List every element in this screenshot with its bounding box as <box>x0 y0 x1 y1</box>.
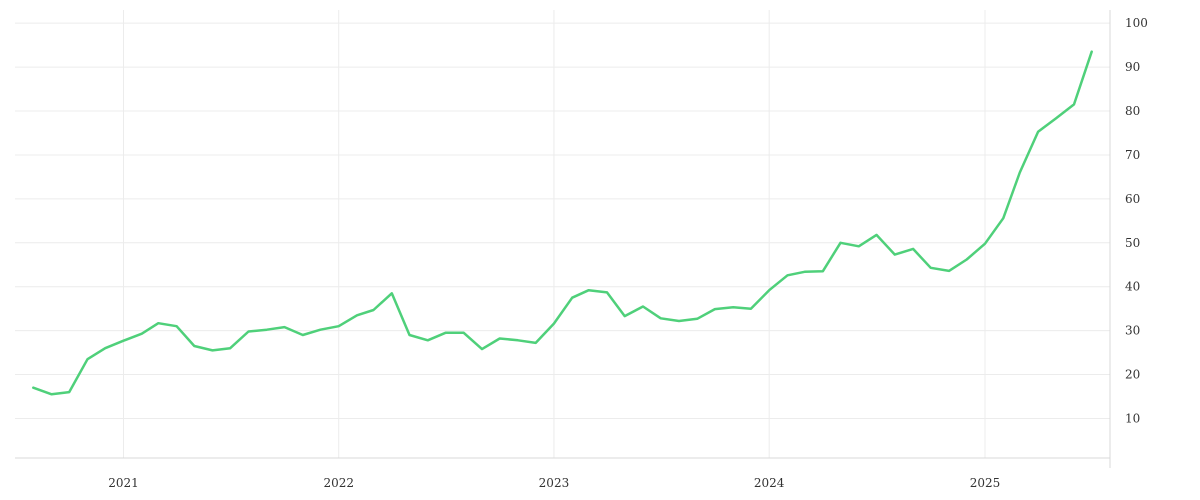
y-tick-label: 60 <box>1125 192 1140 206</box>
x-gridlines <box>122 10 986 458</box>
y-tick-label: 70 <box>1125 148 1140 162</box>
axes <box>15 10 1111 468</box>
series-line <box>32 50 1093 396</box>
y-tick-labels: 10 20 30 40 50 60 70 80 90 100 <box>1125 16 1148 425</box>
y-tick-label: 20 <box>1125 368 1140 382</box>
y-tick-label: 40 <box>1125 280 1140 294</box>
y-tick-label: 80 <box>1125 104 1140 118</box>
x-tick-label: 2023 <box>539 476 570 490</box>
y-tick-label: 90 <box>1125 60 1140 74</box>
x-tick-labels: 2021 2022 2023 2024 2025 <box>108 476 1000 490</box>
x-tick-label: 2021 <box>108 476 139 490</box>
y-tick-label: 30 <box>1125 324 1140 338</box>
series-layer <box>32 50 1093 396</box>
y-tick-label: 10 <box>1125 411 1140 425</box>
y-tick-label: 50 <box>1125 236 1140 250</box>
x-tick-label: 2022 <box>323 476 354 490</box>
x-tick-label: 2024 <box>754 476 785 490</box>
y-gridlines <box>15 22 1110 419</box>
x-tick-label: 2025 <box>970 476 1001 490</box>
y-tick-label: 100 <box>1125 16 1148 30</box>
